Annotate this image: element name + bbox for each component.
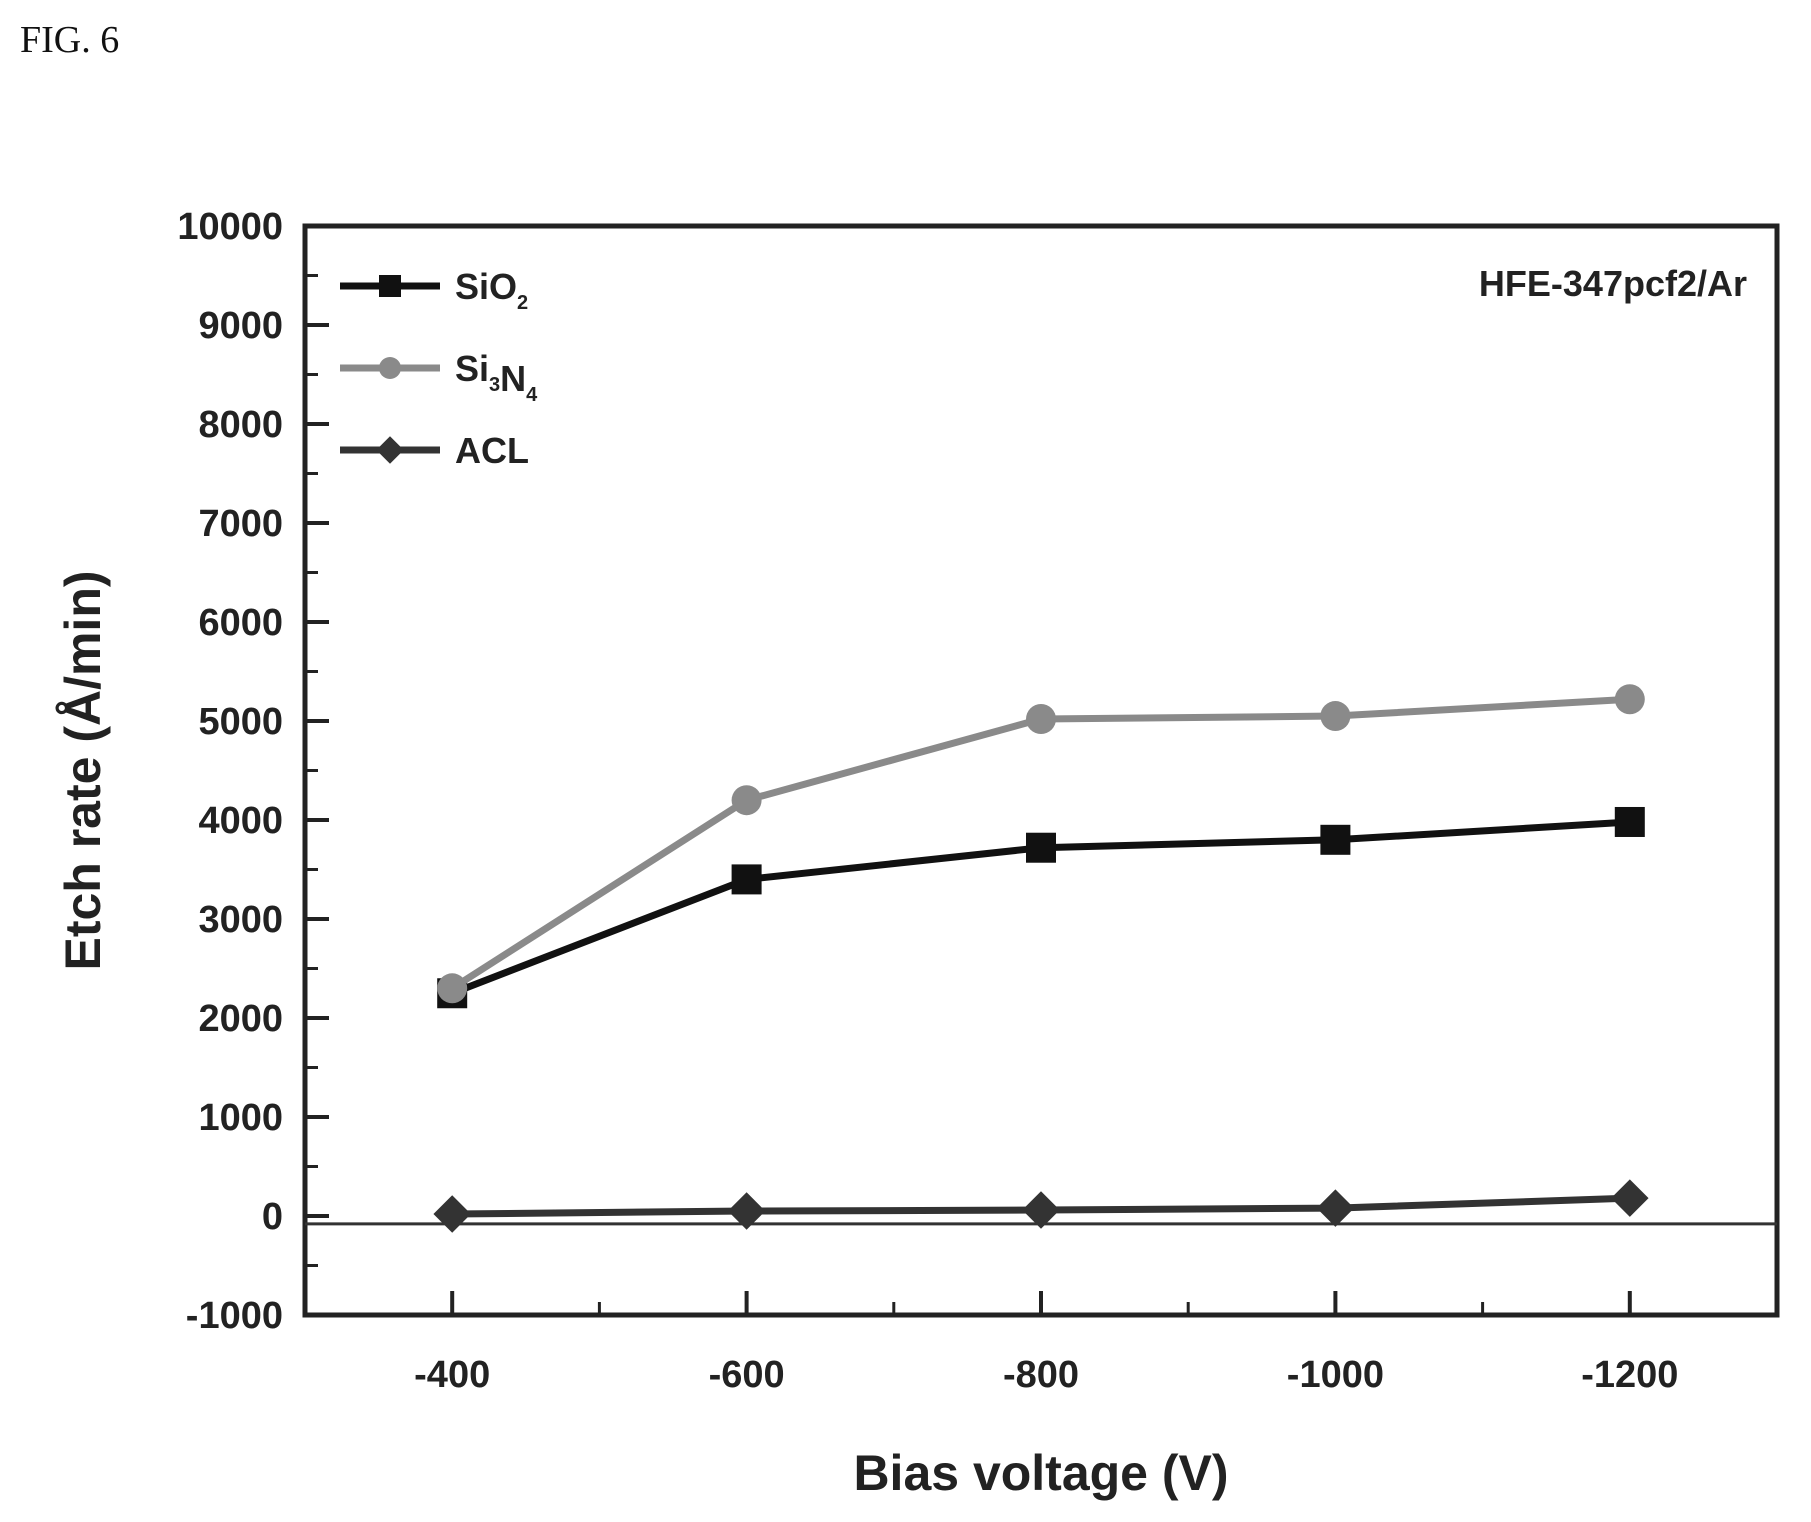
x-tick-label: -1200	[1581, 1354, 1678, 1396]
legend-marker	[379, 357, 401, 379]
data-point	[727, 1192, 766, 1230]
y-tick-label: 3000	[198, 899, 283, 941]
y-tick-label: 0	[262, 1196, 283, 1238]
y-tick-label: 2000	[198, 998, 283, 1040]
y-tick-label: 7000	[198, 503, 283, 545]
legend-label: ACL	[455, 430, 529, 471]
data-point	[1611, 1179, 1649, 1217]
data-point	[1026, 832, 1056, 863]
data-point	[1320, 701, 1351, 732]
legend-marker	[376, 436, 404, 464]
x-tick-label: -400	[414, 1354, 490, 1396]
legend-label: Si3N4	[455, 348, 538, 406]
x-tick-label: -800	[1003, 1354, 1079, 1396]
data-point	[433, 1195, 471, 1233]
y-tick-label: 4000	[198, 800, 283, 842]
data-point	[1022, 1191, 1060, 1229]
y-tick-label: 6000	[198, 602, 283, 644]
y-tick-label: 8000	[198, 404, 283, 446]
x-tick-label: -1000	[1287, 1354, 1384, 1396]
y-tick-label: 1000	[198, 1097, 283, 1139]
chart-annotation: HFE-347pcf2/Ar	[1479, 263, 1747, 304]
data-point	[437, 973, 468, 1004]
legend-item: ACL	[340, 430, 529, 471]
data-point	[1026, 704, 1056, 735]
data-point	[731, 864, 762, 895]
series-1	[437, 684, 1645, 1004]
data-point	[1320, 824, 1351, 855]
data-point	[1316, 1189, 1355, 1227]
legend-marker	[379, 275, 401, 297]
series-2	[433, 1179, 1649, 1233]
data-point	[1614, 806, 1645, 837]
legend-item: Si3N4	[340, 348, 538, 406]
x-tick-label: -600	[709, 1354, 785, 1396]
data-point	[731, 785, 762, 816]
x-axis-title: Bias voltage (V)	[853, 1445, 1228, 1501]
legend-item: SiO2	[340, 266, 528, 314]
y-tick-label: -1000	[186, 1295, 283, 1337]
series-0	[437, 806, 1645, 1009]
y-axis-title: Etch rate (Å/min)	[55, 570, 111, 970]
data-point	[1614, 684, 1645, 715]
y-tick-label: 5000	[198, 701, 283, 743]
y-tick-label: 9000	[198, 305, 283, 347]
y-tick-label: 10000	[177, 206, 283, 248]
legend-label: SiO2	[455, 266, 528, 314]
figure-label: FIG. 6	[20, 19, 120, 61]
